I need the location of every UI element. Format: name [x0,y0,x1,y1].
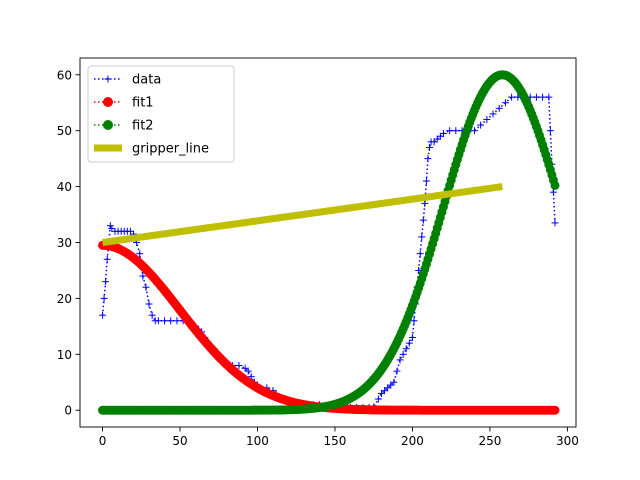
legend-label-data: data [132,73,161,88]
data-point-data-71 [390,378,398,386]
y-tick-label-4: 40 [57,180,72,194]
y-tick-label-5: 50 [57,124,72,138]
data-point-data-94 [446,127,454,135]
legend-marker-data [104,75,112,83]
data-point-data-75 [402,345,410,353]
legend-entry-gripper-line: gripper_line [94,142,209,157]
data-point-data-84 [419,216,427,224]
data-point-data-95 [452,127,460,135]
data-point-data-16 [139,272,147,280]
legend-entry-fit2: fit2 [94,119,154,134]
data-point-data-102 [495,104,503,112]
data-point-data-104 [508,93,516,101]
legend-label-gripper-line: gripper_line [132,142,209,157]
data-point-data-15 [136,250,144,258]
y-tick-label-0: 0 [64,404,72,418]
data-point-data-18 [145,300,153,308]
plot-area [98,70,560,415]
y-tick-label-1: 10 [57,348,72,362]
data-point-data-0 [99,311,107,319]
data-point-data-87 [424,155,432,163]
legend: data fit1 fit2 gripper_line [87,65,235,163]
x-tick-label-0: 0 [99,434,107,448]
data-point-data-77 [408,334,416,342]
data-point-data-72 [393,367,401,375]
data-point-data-78 [410,317,418,325]
y-tick-label-6: 60 [57,68,72,82]
series-gripper-line [102,183,503,246]
data-point-data-99 [477,121,485,129]
x-tick-label-5: 250 [478,434,501,448]
data-point-data-93 [439,129,447,137]
data-point-data-19 [148,311,156,319]
data-point-data-86 [422,177,430,185]
data-point-data-42 [244,367,252,375]
data-point-data-108 [532,93,540,101]
legend-marker-fit1 [103,97,113,107]
data-point-data-109 [539,93,547,101]
data-point-data-110 [545,93,553,101]
legend-entry-data: data [94,73,161,88]
data-point-data-100 [483,116,491,123]
data-point-data-1 [100,294,108,302]
axes: 0 50 100 150 200 250 300 0 10 20 30 40 50 60 [57,57,579,448]
data-point-data-85 [421,199,429,207]
legend-marker-fit2 [103,120,113,130]
data-point-data-111 [546,127,554,135]
x-tick-label-3: 150 [324,434,347,448]
data-point-fit1-292 [550,405,560,415]
data-point-data-17 [142,283,150,291]
legend-label-fit1: fit1 [132,96,154,111]
data-point-data-114 [551,219,559,227]
data-point-data-101 [489,110,497,118]
data-point-data-22 [161,317,169,325]
data-point-data-103 [501,99,509,107]
data-point-data-2 [102,278,110,286]
data-point-data-66 [374,395,382,403]
data-point-data-98 [470,127,478,135]
data-point-data-83 [418,233,426,241]
data-point-data-3 [103,255,111,263]
data-point-data-82 [416,250,424,258]
data-point-data-88 [425,143,433,151]
x-tick-label-4: 200 [401,434,424,448]
data-point-data-74 [399,350,407,358]
data-point-data-76 [405,339,413,347]
data-point-data-23 [167,317,175,325]
x-tick-label-2: 100 [246,434,269,448]
data-point-fit2-292 [550,180,560,190]
legend-label-fit2: fit2 [132,119,154,134]
x-tick-label-6: 300 [556,434,579,448]
data-point-data-21 [154,317,162,325]
data-point-data-113 [549,188,557,196]
series-fit2 [98,70,560,415]
legend-entry-fit1: fit1 [94,96,154,111]
y-tick-label-2: 20 [57,292,72,306]
x-tick-label-1: 50 [172,434,187,448]
data-point-data-40 [235,362,243,369]
legend-box [87,65,235,163]
series-line-gripper-line [102,183,503,246]
y-tick-label-3: 30 [57,236,72,250]
data-point-data-24 [173,317,181,325]
data-point-data-73 [396,356,404,364]
